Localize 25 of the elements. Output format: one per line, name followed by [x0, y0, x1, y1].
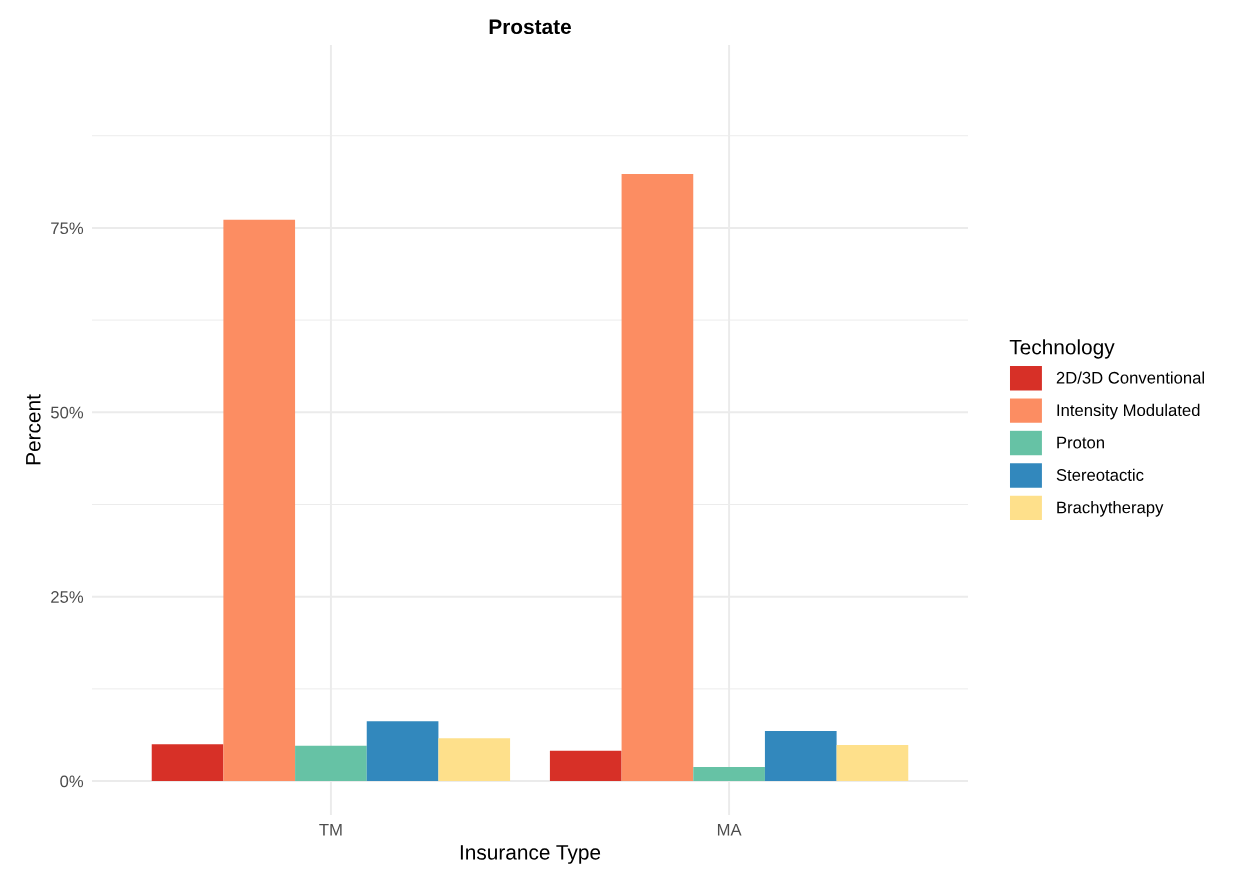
bar: [549, 750, 622, 782]
bar: [764, 730, 837, 782]
legend-label: Proton: [1057, 436, 1104, 449]
legend-label: Brachytherapy: [1057, 501, 1164, 517]
x-tick-label: TM: [319, 823, 342, 836]
x-axis-title: Insurance Type: [460, 845, 601, 864]
y-tick-label: 25%: [51, 591, 84, 603]
bar: [836, 744, 909, 782]
bar: [223, 219, 296, 782]
legend-label: Intensity Modulated: [1057, 403, 1200, 420]
bar: [693, 767, 765, 782]
legend-title: Technology: [1009, 339, 1115, 359]
bar: [621, 174, 694, 782]
legend-label: 2D/3D Conventional: [1056, 371, 1204, 384]
y-axis-title: Percent: [26, 394, 41, 465]
y-tick-label: 0%: [60, 775, 84, 788]
legend-label: Stereotactic: [1056, 468, 1144, 481]
bar: [151, 744, 224, 782]
bar: [295, 745, 367, 782]
y-tick-label: 75%: [51, 222, 84, 235]
bar: [438, 738, 511, 782]
chart-title: Prostate: [489, 19, 571, 35]
y-tick-label: 50%: [50, 406, 84, 419]
x-tick-label: MA: [717, 823, 742, 836]
bar: [366, 721, 439, 782]
